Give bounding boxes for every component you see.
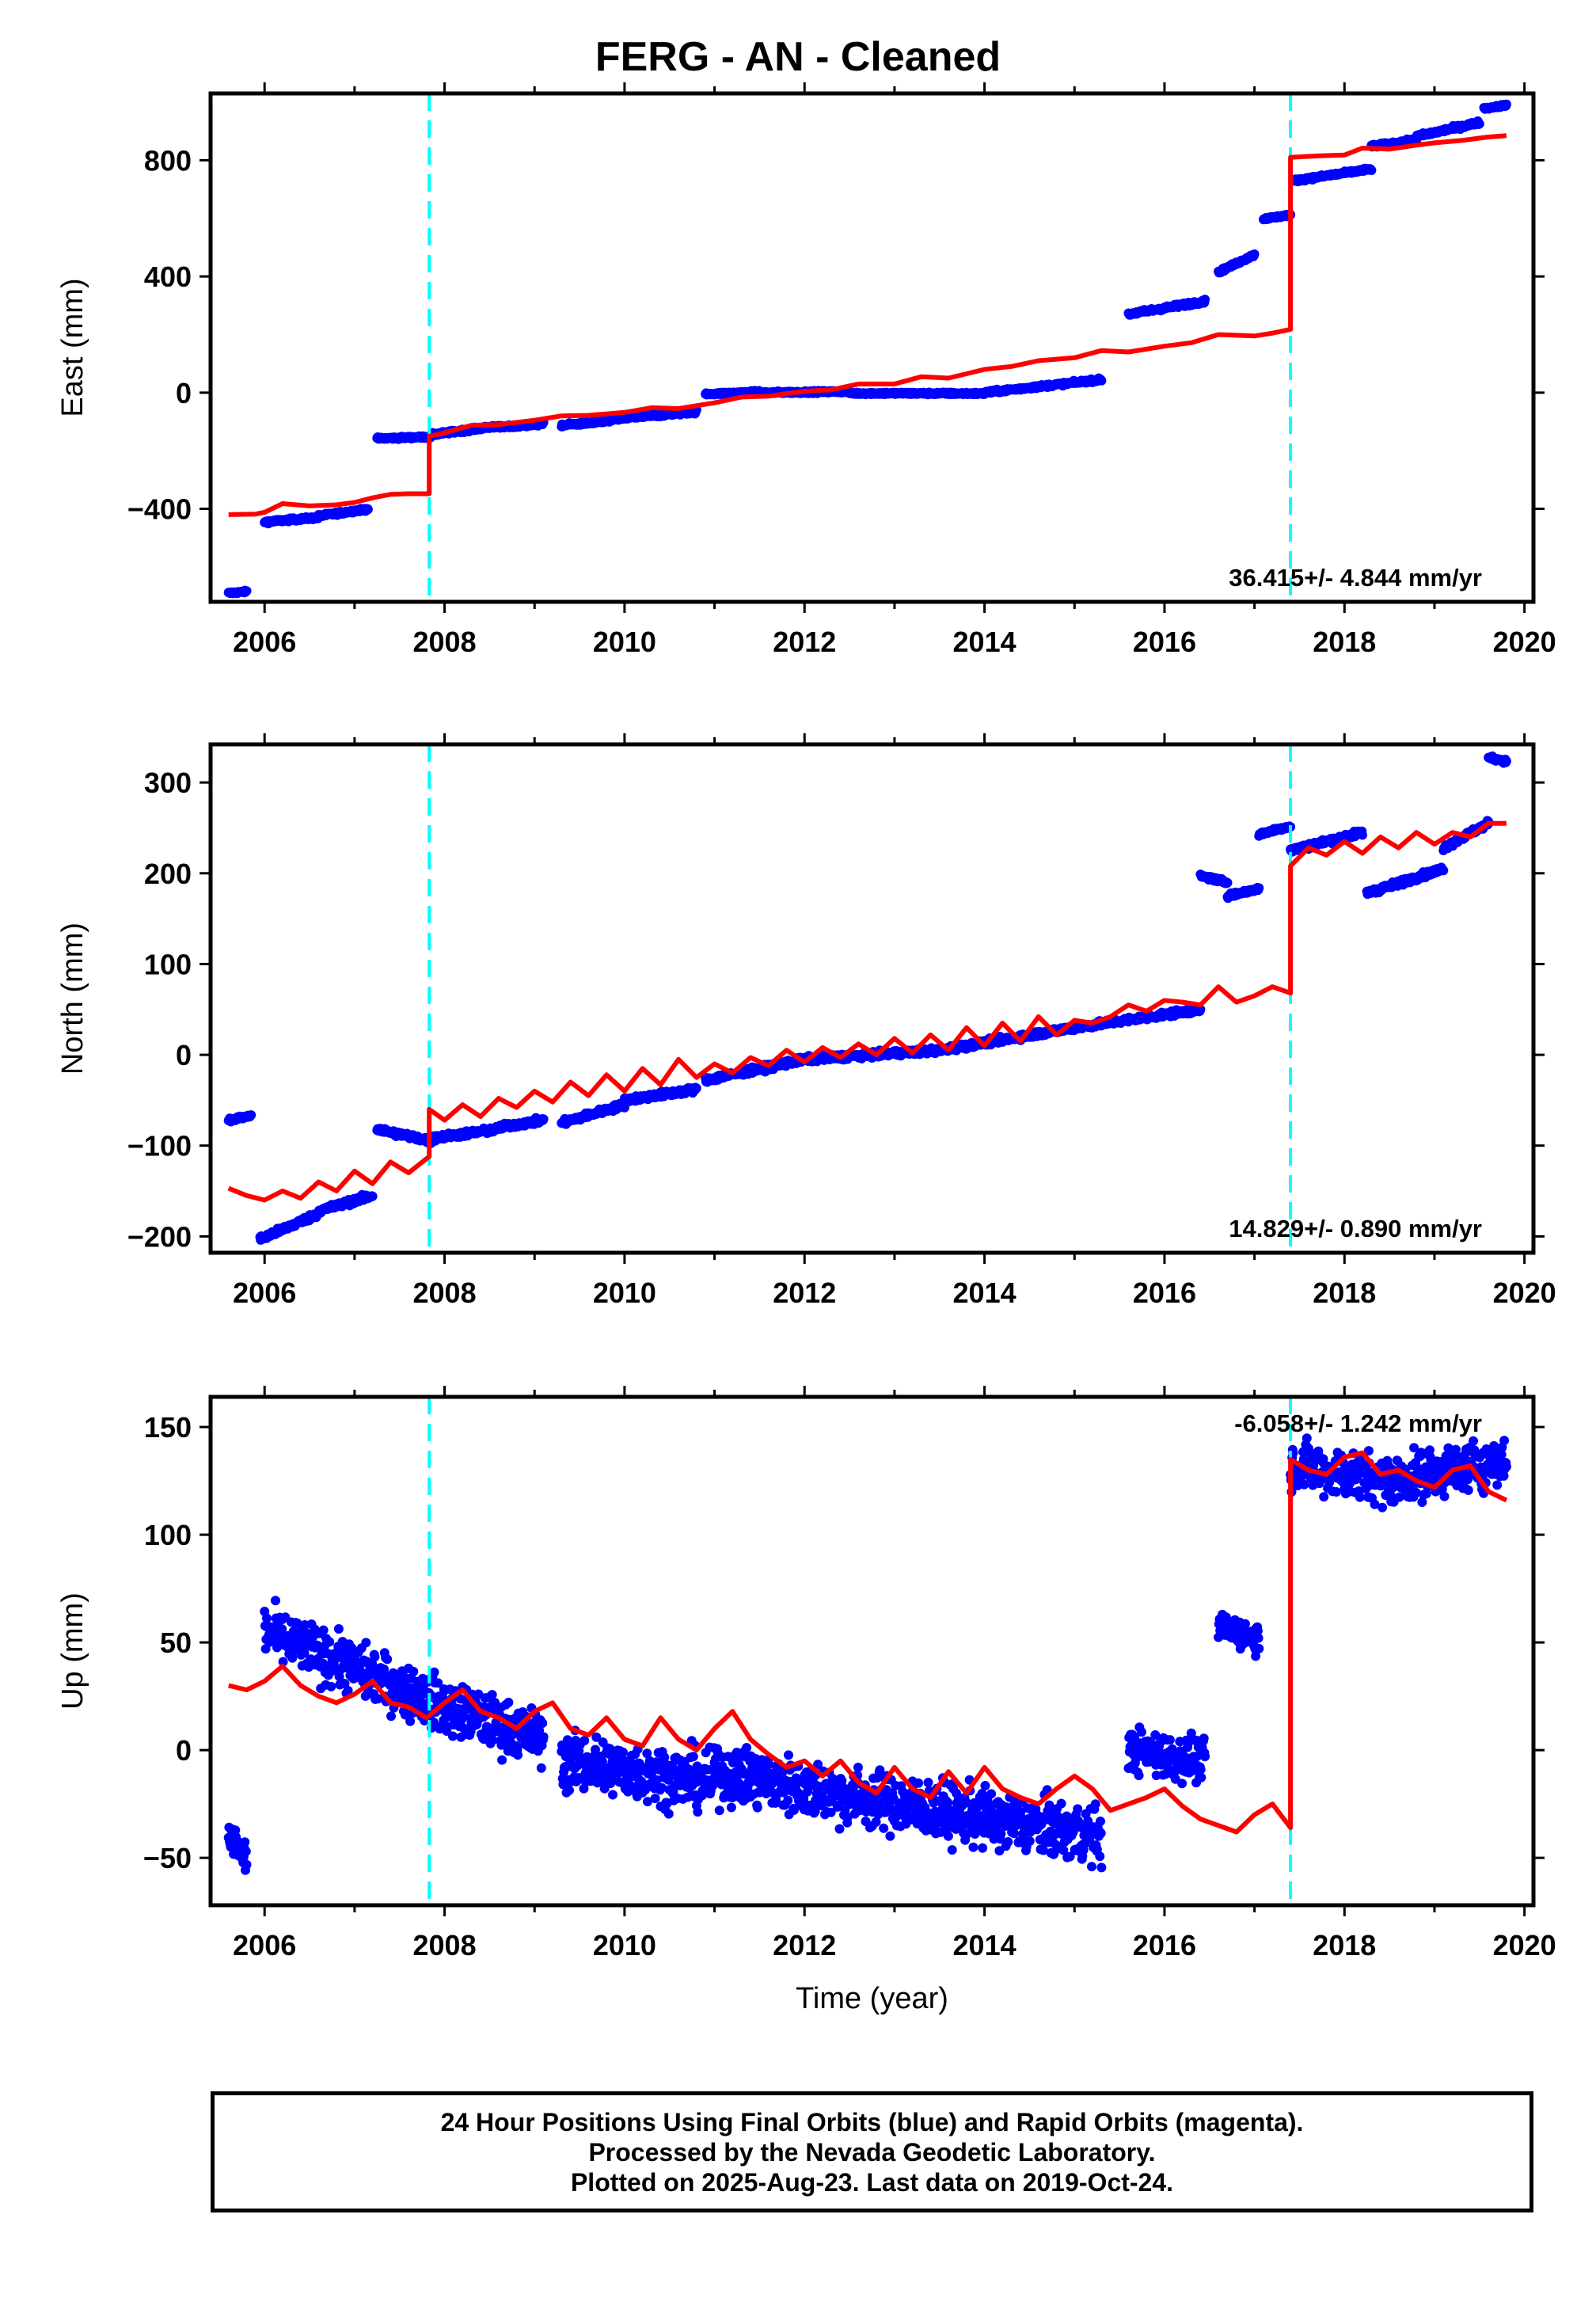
- north-data-point: [1358, 830, 1367, 840]
- east-data-point: [1366, 166, 1377, 175]
- gps-timeseries-plot: −400 0 400 800 2006 2008 2010 2012 2014 2016 2018 2…: [56, 82, 1556, 2015]
- east-xtick-label: 2008: [413, 626, 477, 658]
- up-data-point: [318, 1625, 329, 1635]
- figure-title: FERG - AN - Cleaned: [595, 34, 1001, 80]
- up-data-point: [361, 1638, 371, 1648]
- east-data-point: [1474, 119, 1484, 129]
- up-data-point: [386, 1711, 396, 1722]
- north-data-point: [246, 1110, 256, 1120]
- up-data-point: [241, 1847, 251, 1856]
- north-xtick-label: 2008: [413, 1276, 477, 1309]
- north-ytick-label: −200: [127, 1220, 192, 1253]
- east-xtick-label: 2014: [953, 626, 1016, 658]
- up-data-point: [240, 1837, 250, 1847]
- up-data-point: [382, 1654, 393, 1665]
- up-data-point: [405, 1716, 416, 1726]
- up-data-point: [408, 1666, 419, 1676]
- east-data-point: [1501, 99, 1511, 109]
- up-data-point: [325, 1637, 335, 1647]
- north-ytick-label: 200: [144, 858, 192, 890]
- east-xtick-label: 2010: [593, 626, 656, 658]
- east-xtick-label: 2012: [773, 626, 836, 658]
- up-data-point: [271, 1596, 280, 1606]
- north-data-point: [691, 1083, 701, 1094]
- north-data-point: [538, 1114, 549, 1124]
- east-data-point: [363, 504, 373, 515]
- north-data-point: [1254, 883, 1264, 893]
- north-xtick-label: 2014: [953, 1276, 1016, 1309]
- east-xtick-label: 2016: [1133, 626, 1196, 658]
- east-rate-label: 36.415+/- 4.844 mm/yr: [1229, 564, 1482, 592]
- north-xtick-label: 2010: [593, 1276, 656, 1309]
- north-xtick-label: 2018: [1313, 1276, 1376, 1309]
- north-ylabel: North (mm): [56, 923, 89, 1075]
- east-xtick-label: 2018: [1313, 626, 1376, 658]
- north-xtick-label: 2012: [773, 1276, 836, 1309]
- north-ytick-label: 300: [144, 767, 192, 799]
- east-xtick-label: 2006: [233, 626, 296, 658]
- east-data-point: [1249, 249, 1260, 259]
- north-xtick-label: 2020: [1493, 1276, 1556, 1309]
- east-data-point: [1200, 295, 1210, 305]
- north-ytick-label: 0: [176, 1039, 192, 1071]
- north-data-point: [1501, 756, 1511, 767]
- up-data-point: [333, 1624, 344, 1634]
- up-data-point: [326, 1681, 336, 1691]
- east-xtick-label: 2020: [1493, 626, 1556, 658]
- east-ytick-label: −400: [127, 493, 192, 526]
- north-xtick-label: 2006: [233, 1276, 296, 1309]
- north-ytick-label: −100: [127, 1130, 192, 1162]
- east-model-line: [228, 133, 1507, 517]
- east-data-point: [1096, 375, 1107, 386]
- up-data-point: [370, 1652, 380, 1662]
- up-data-point: [447, 1731, 458, 1741]
- north-data-point: [367, 1191, 378, 1201]
- up-data-point: [241, 1859, 252, 1870]
- up-data-point: [429, 1667, 439, 1677]
- north-data-point: [1222, 877, 1233, 888]
- north-xtick-label: 2016: [1133, 1276, 1196, 1309]
- east-ytick-label: 800: [144, 144, 192, 177]
- north-data-point: [1438, 866, 1449, 876]
- east-data-point: [241, 586, 252, 596]
- north-panel-frame: [208, 742, 1536, 1255]
- east-ytick-label: 0: [176, 377, 192, 409]
- north-ytick-label: 100: [144, 948, 192, 980]
- east-ylabel: East (mm): [56, 278, 89, 417]
- north-rate-label: 14.829+/- 0.890 mm/yr: [1229, 1215, 1482, 1242]
- east-ytick-label: 400: [144, 261, 192, 293]
